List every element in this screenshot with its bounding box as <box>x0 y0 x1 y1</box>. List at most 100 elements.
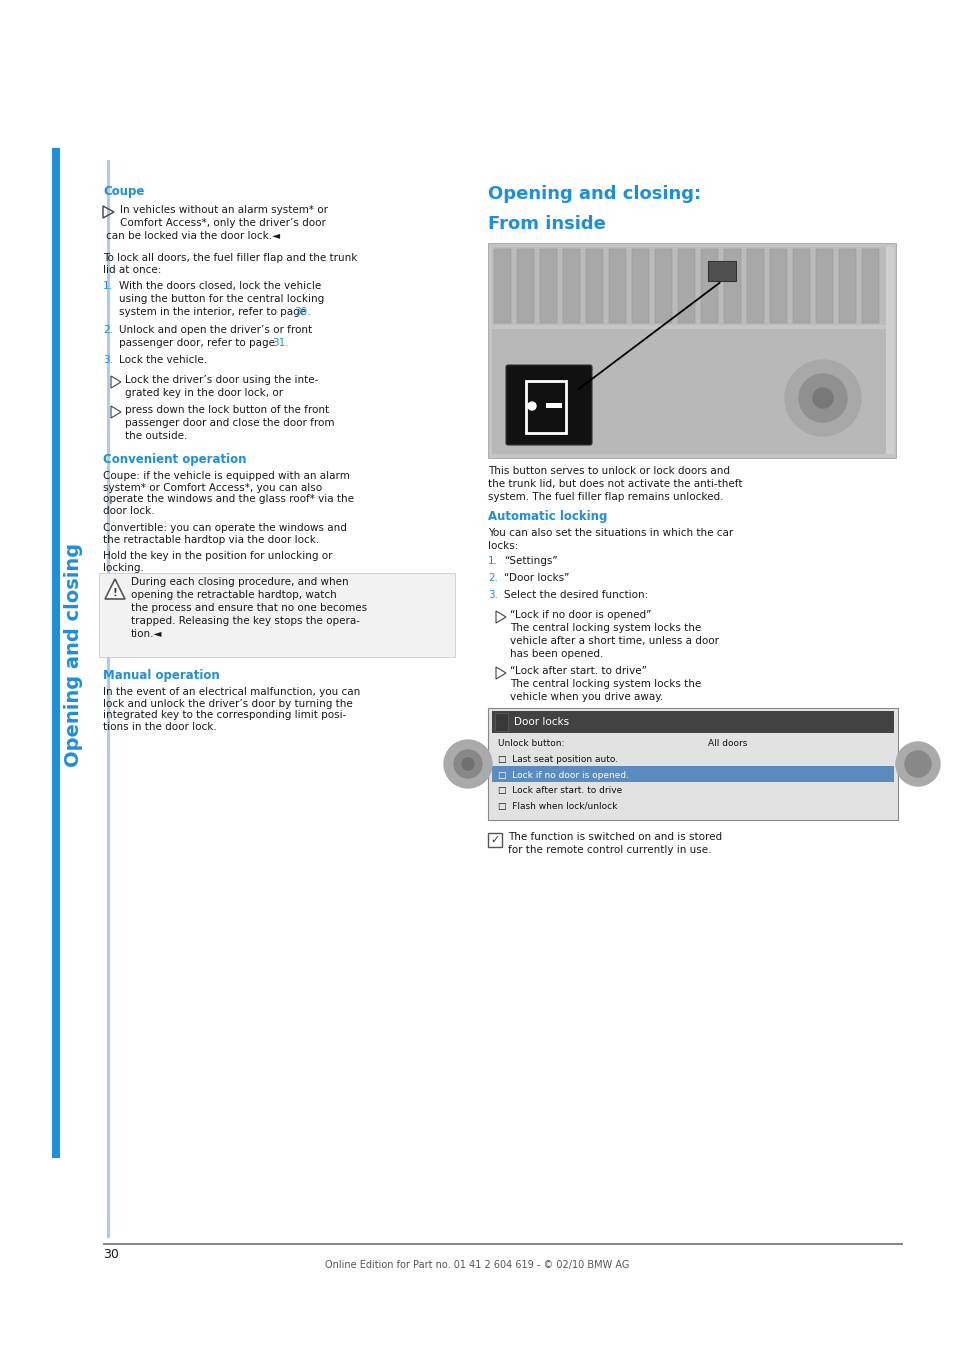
Bar <box>631 248 648 323</box>
Text: All doors: All doors <box>707 738 746 748</box>
Circle shape <box>461 757 474 769</box>
Text: Door locks: Door locks <box>514 717 569 728</box>
Text: Lock the vehicle.: Lock the vehicle. <box>119 355 207 364</box>
Bar <box>608 248 625 323</box>
FancyBboxPatch shape <box>505 364 592 446</box>
Text: Online Edition for Part no. 01 41 2 604 619 - © 02/10 BMW AG: Online Edition for Part no. 01 41 2 604 … <box>324 1260 629 1270</box>
Bar <box>885 247 893 454</box>
Circle shape <box>454 751 481 778</box>
Text: the outside.: the outside. <box>125 431 187 441</box>
Text: 2.: 2. <box>488 572 497 583</box>
Bar <box>52 148 60 1158</box>
Text: Comfort Access*, only the driver’s door: Comfort Access*, only the driver’s door <box>120 217 326 228</box>
Text: has been opened.: has been opened. <box>510 649 602 659</box>
Circle shape <box>527 402 536 410</box>
Polygon shape <box>105 579 125 599</box>
Text: for the remote control currently in use.: for the remote control currently in use. <box>507 845 711 855</box>
Bar <box>655 248 671 323</box>
Text: Unlock button:: Unlock button: <box>497 738 564 748</box>
Text: This button serves to unlock or lock doors and: This button serves to unlock or lock doo… <box>488 466 729 477</box>
Bar <box>517 248 534 323</box>
Text: “Lock after start. to drive”: “Lock after start. to drive” <box>510 666 646 676</box>
Bar <box>585 248 602 323</box>
Bar <box>792 248 809 323</box>
Text: Automatic locking: Automatic locking <box>488 510 607 522</box>
Bar <box>746 248 763 323</box>
Bar <box>99 572 455 657</box>
Text: the trunk lid, but does not activate the anti-theft: the trunk lid, but does not activate the… <box>488 479 741 489</box>
Bar <box>723 248 740 323</box>
Circle shape <box>784 360 861 436</box>
Text: Unlock and open the driver’s or front: Unlock and open the driver’s or front <box>119 325 312 335</box>
Text: The function is switched on and is stored: The function is switched on and is store… <box>507 832 721 842</box>
Bar <box>488 243 895 458</box>
Bar <box>492 711 893 733</box>
Text: 30.: 30. <box>294 306 310 317</box>
Bar <box>862 248 878 323</box>
Text: Hold the key in the position for unlocking or
locking.: Hold the key in the position for unlocki… <box>103 551 333 572</box>
Text: opening the retractable hardtop, watch: opening the retractable hardtop, watch <box>131 590 336 599</box>
Bar <box>103 1243 902 1245</box>
Text: Convenient operation: Convenient operation <box>103 454 246 466</box>
Text: 3.: 3. <box>103 355 112 364</box>
Text: □  Lock if no door is opened.: □ Lock if no door is opened. <box>497 771 628 779</box>
Bar <box>838 248 855 323</box>
Text: can be locked via the door lock.◄: can be locked via the door lock.◄ <box>106 231 280 242</box>
Text: “Settings”: “Settings” <box>503 556 558 566</box>
Bar <box>492 329 891 454</box>
Bar <box>545 404 561 408</box>
Text: vehicle when you drive away.: vehicle when you drive away. <box>510 693 662 702</box>
Text: vehicle after a short time, unless a door: vehicle after a short time, unless a doo… <box>510 636 719 647</box>
Text: In vehicles without an alarm system* or: In vehicles without an alarm system* or <box>120 205 328 215</box>
Text: Coupe: if the vehicle is equipped with an alarm
system* or Comfort Access*, you : Coupe: if the vehicle is equipped with a… <box>103 471 354 516</box>
Text: Opening and closing: Opening and closing <box>65 543 84 767</box>
Bar <box>494 248 511 323</box>
Circle shape <box>895 743 939 786</box>
Text: Coupe: Coupe <box>103 185 144 198</box>
Circle shape <box>443 740 492 788</box>
Text: Lock the driver’s door using the inte-: Lock the driver’s door using the inte- <box>125 375 318 385</box>
Text: “Lock if no door is opened”: “Lock if no door is opened” <box>510 610 651 620</box>
Text: The central locking system locks the: The central locking system locks the <box>510 622 700 633</box>
Text: “Door locks”: “Door locks” <box>503 572 569 583</box>
Text: □  Flash when lock/unlock: □ Flash when lock/unlock <box>497 802 617 811</box>
Text: 2.: 2. <box>103 325 112 335</box>
Text: press down the lock button of the front: press down the lock button of the front <box>125 405 329 414</box>
Circle shape <box>904 751 930 778</box>
Bar <box>492 247 891 325</box>
Text: locks:: locks: <box>488 541 517 551</box>
Text: tion.◄: tion.◄ <box>131 629 162 639</box>
Text: □  Lock after start. to drive: □ Lock after start. to drive <box>497 787 621 795</box>
Text: Opening and closing:: Opening and closing: <box>488 185 700 202</box>
Text: With the doors closed, lock the vehicle: With the doors closed, lock the vehicle <box>119 281 321 292</box>
Text: ✓: ✓ <box>490 836 499 845</box>
Bar <box>495 713 507 730</box>
Text: Manual operation: Manual operation <box>103 670 219 682</box>
Text: To lock all doors, the fuel filler flap and the trunk
lid at once:: To lock all doors, the fuel filler flap … <box>103 252 357 274</box>
Bar <box>488 707 897 819</box>
Text: 1.: 1. <box>103 281 112 292</box>
Text: 31.: 31. <box>272 338 289 348</box>
Bar <box>562 248 579 323</box>
Text: From inside: From inside <box>488 215 605 234</box>
Text: the process and ensure that no one becomes: the process and ensure that no one becom… <box>131 603 367 613</box>
Text: 1.: 1. <box>488 556 497 566</box>
Text: Convertible: you can operate the windows and
the retractable hardtop via the doo: Convertible: you can operate the windows… <box>103 522 347 544</box>
Bar <box>815 248 832 323</box>
Text: You can also set the situations in which the car: You can also set the situations in which… <box>488 528 733 539</box>
Text: system. The fuel filler flap remains unlocked.: system. The fuel filler flap remains unl… <box>488 491 722 502</box>
Text: The central locking system locks the: The central locking system locks the <box>510 679 700 688</box>
Circle shape <box>812 387 832 408</box>
Bar <box>539 248 557 323</box>
Text: 30: 30 <box>103 1247 119 1261</box>
Bar <box>678 248 695 323</box>
Text: trapped. Releasing the key stops the opera-: trapped. Releasing the key stops the ope… <box>131 616 359 626</box>
Bar <box>488 833 501 846</box>
Text: During each closing procedure, and when: During each closing procedure, and when <box>131 576 348 587</box>
Text: using the button for the central locking: using the button for the central locking <box>119 294 324 304</box>
Bar <box>707 261 735 281</box>
Text: Select the desired function:: Select the desired function: <box>503 590 648 599</box>
Bar <box>107 161 110 1238</box>
Text: In the event of an electrical malfunction, you can
lock and unlock the driver’s : In the event of an electrical malfunctio… <box>103 687 360 732</box>
Text: □  Last seat position auto.: □ Last seat position auto. <box>497 755 618 764</box>
